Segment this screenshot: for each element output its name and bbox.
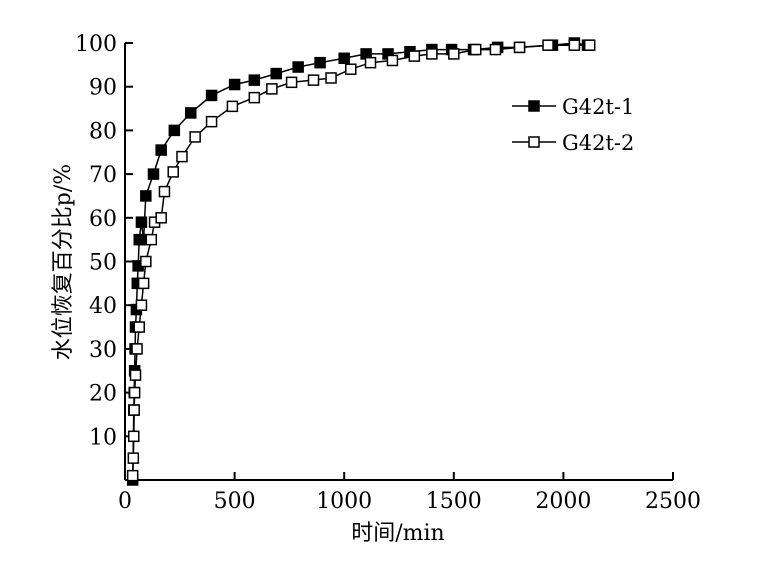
data-point [248, 91, 261, 104]
data-point [583, 39, 596, 51]
series-line [131, 42, 588, 481]
legend: G42t-1 G42t-2 [512, 95, 634, 155]
data-point [408, 50, 421, 62]
data-point [185, 107, 197, 119]
data-point [167, 166, 179, 178]
y-tick-label: 100 [75, 32, 117, 57]
data-point [128, 430, 140, 443]
y-tick-label: 30 [89, 338, 117, 363]
legend-marker [528, 136, 540, 148]
data-point [133, 321, 145, 333]
data-point [205, 115, 218, 128]
legend-item: G42t-2 [512, 131, 634, 155]
data-point [568, 39, 581, 51]
y-tick-label: 60 [89, 207, 117, 232]
legend-marker [528, 100, 540, 112]
data-point [325, 72, 337, 84]
data-point [145, 233, 158, 246]
data-point [386, 54, 399, 67]
series-G42t-2 [126, 39, 596, 482]
legend-label: G42t-2 [562, 131, 634, 155]
data-point [155, 144, 167, 156]
y-tick-label: 50 [89, 251, 117, 276]
data-point [158, 185, 171, 198]
data-point [226, 100, 239, 113]
data-point [292, 61, 304, 73]
data-point [426, 48, 438, 60]
data-point [126, 469, 139, 482]
data-point [137, 277, 150, 290]
x-tick-label: 1000 [316, 489, 372, 514]
x-tick-label: 0 [118, 489, 132, 514]
y-axis-label: 水位恢复百分比p/% [51, 164, 76, 360]
data-point [314, 56, 326, 69]
y-tick-label: 70 [89, 163, 117, 188]
data-point [489, 43, 502, 56]
data-point [364, 56, 377, 69]
y-tick-label: 40 [89, 294, 117, 319]
data-point [131, 343, 143, 355]
series-line [131, 44, 590, 476]
data-point [189, 131, 201, 143]
data-point [135, 299, 148, 311]
data-point [542, 39, 554, 51]
data-point [127, 452, 140, 464]
data-point [469, 43, 482, 56]
x-axis-label: 时间/min [351, 521, 444, 546]
x-tick-label: 500 [214, 489, 256, 514]
x-tick-label: 1500 [426, 489, 482, 514]
legend-item: G42t-1 [512, 95, 634, 119]
data-point [147, 168, 160, 180]
legend-label: G42t-1 [562, 95, 634, 119]
data-point [140, 255, 152, 268]
x-tick-label: 2500 [645, 489, 701, 514]
data-point [205, 89, 218, 102]
y-tick-label: 80 [89, 119, 117, 144]
data-point [155, 212, 167, 224]
data-point [345, 63, 357, 75]
y-tick-label: 90 [89, 76, 117, 101]
data-point [338, 52, 350, 65]
data-point [128, 404, 140, 416]
data-point [448, 48, 460, 60]
data-point [285, 76, 298, 89]
data-point [307, 74, 320, 86]
series-G42t-1 [126, 37, 594, 486]
data-point [248, 74, 261, 86]
data-point [228, 78, 241, 91]
axes: 0 500 1000 1500 2000 2500 10 20 30 40 50 60 70 80 90 10… [75, 32, 701, 514]
data-point [140, 190, 152, 202]
data-point [513, 41, 526, 54]
data-point [135, 216, 148, 228]
x-tick-label: 2000 [535, 489, 591, 514]
data-point [168, 124, 181, 137]
data-point [128, 386, 141, 399]
data-point [176, 150, 188, 163]
series-layer [126, 37, 596, 486]
data-point [270, 67, 282, 80]
y-tick-label: 10 [89, 425, 117, 450]
data-point [129, 369, 142, 381]
data-point [266, 83, 278, 95]
y-tick-label: 20 [89, 382, 117, 407]
